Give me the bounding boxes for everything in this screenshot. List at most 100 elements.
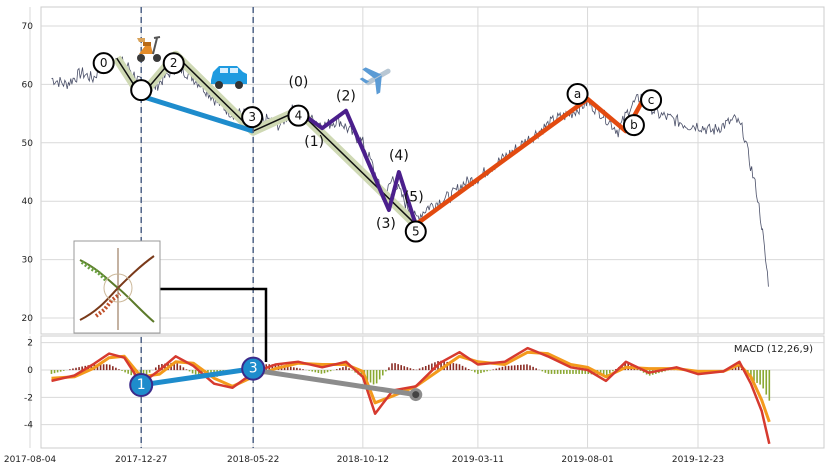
histogram-bar <box>566 370 568 374</box>
histogram-bar <box>464 367 467 371</box>
histogram-bar <box>562 370 565 374</box>
histogram-bar <box>369 370 372 383</box>
wave-label-circle <box>622 114 645 137</box>
sub-wave-label: (2) <box>336 89 356 105</box>
x-tick-label: 2018-05-22 <box>227 455 279 465</box>
histogram-bar <box>329 370 332 372</box>
wave-label: 3 <box>248 110 256 124</box>
histogram-bar <box>121 370 123 371</box>
wave-label: c <box>648 93 655 107</box>
histogram-bar <box>529 365 531 371</box>
macd-y-tick-label: 2 <box>27 339 33 349</box>
histogram-bar <box>492 369 495 371</box>
histogram-bar <box>547 370 550 374</box>
wave-label-circle <box>287 104 310 127</box>
histogram-bar <box>345 366 347 371</box>
histogram-bar <box>470 370 473 371</box>
histogram-bar <box>381 370 384 376</box>
histogram-bar <box>526 364 528 371</box>
histogram-bar <box>535 368 537 371</box>
sub-wave-label: (4) <box>389 148 409 164</box>
histogram-bar <box>188 370 191 372</box>
histogram-bar <box>740 368 743 371</box>
histogram-bar <box>452 363 455 371</box>
histogram-bar <box>440 360 442 371</box>
histogram-bar <box>428 364 430 371</box>
histogram-bar <box>105 364 108 371</box>
price-y-tick-label: 60 <box>22 80 34 90</box>
macd-wave-label: 1 <box>137 377 146 393</box>
histogram-bar <box>385 370 387 372</box>
scooter-icon <box>137 36 161 62</box>
growth-chart-thumbnail <box>73 240 161 334</box>
histogram-bar <box>759 370 761 385</box>
histogram-bar <box>559 370 562 374</box>
histogram-bar <box>311 370 314 372</box>
sub-wave-label: (0) <box>289 75 309 91</box>
histogram-bar <box>520 364 522 371</box>
histogram-bar <box>72 368 74 371</box>
histogram-bar <box>69 369 71 371</box>
histogram-bar <box>409 368 412 371</box>
price-y-tick-label: 40 <box>22 197 34 207</box>
histogram-bar <box>734 367 737 371</box>
wave-label: 0 <box>100 56 108 70</box>
histogram-bar <box>59 370 62 372</box>
histogram-bar <box>501 366 504 371</box>
histogram-bar <box>550 370 553 374</box>
histogram-bar <box>56 370 59 373</box>
macd-y-tick-label: -2 <box>24 393 33 403</box>
wave-label: 2 <box>170 56 178 70</box>
histogram-bar <box>99 364 102 371</box>
histogram-bar <box>737 366 740 371</box>
histogram-bar <box>636 369 639 371</box>
wave-sub-line <box>297 108 418 226</box>
x-tick-label: 2017-08-04 <box>4 455 57 465</box>
histogram-bar <box>458 364 461 371</box>
histogram-bar <box>289 366 292 371</box>
histogram-bar <box>756 370 758 383</box>
wave-label: a <box>574 87 581 101</box>
histogram-bar <box>366 370 369 381</box>
histogram-bar <box>421 367 424 371</box>
histogram-bar <box>418 368 421 371</box>
x-tick-label: 2019-03-11 <box>452 455 504 465</box>
histogram-bar <box>176 363 179 371</box>
macd-y-tick-label: -4 <box>24 421 33 431</box>
wave-label-circle <box>640 89 663 112</box>
histogram-bar <box>102 364 105 371</box>
histogram-bar <box>108 364 111 371</box>
histogram-bar <box>461 365 464 371</box>
histogram-bar <box>406 367 409 371</box>
histogram-bar <box>158 364 160 371</box>
histogram-bar <box>523 364 525 371</box>
wave-labels: 0 2 3 4 5 a bc (0) (1) (2) (3) (4) (5) <box>92 52 663 243</box>
wave-label-circle <box>92 52 115 75</box>
wave-label-circle <box>404 220 427 243</box>
histogram-bar <box>173 362 175 371</box>
histogram-bar <box>532 366 534 371</box>
histogram-bar <box>753 370 755 382</box>
histogram-bar <box>474 370 476 373</box>
macd-panel <box>40 335 825 449</box>
histogram-bar <box>78 367 80 371</box>
histogram-bar <box>348 368 350 371</box>
histogram-bar <box>431 363 433 371</box>
histogram-bar <box>572 370 574 374</box>
histogram-bar <box>388 367 390 371</box>
trend-blue-price <box>140 93 254 134</box>
price-y-tick-label: 20 <box>22 314 34 324</box>
trend-abc-line <box>414 95 648 227</box>
histogram-bar <box>271 364 274 371</box>
histogram-bar <box>449 362 452 371</box>
histogram-bar <box>342 367 344 371</box>
histogram-bar <box>667 370 669 371</box>
histogram-bar <box>317 370 320 373</box>
histogram-bar <box>154 367 157 371</box>
histogram-bar <box>403 366 406 371</box>
histogram-bar <box>81 366 83 371</box>
histogram-bar <box>424 365 427 371</box>
histogram-bar <box>394 363 396 371</box>
histogram-bar <box>130 370 133 376</box>
histogram-bar <box>286 366 289 371</box>
